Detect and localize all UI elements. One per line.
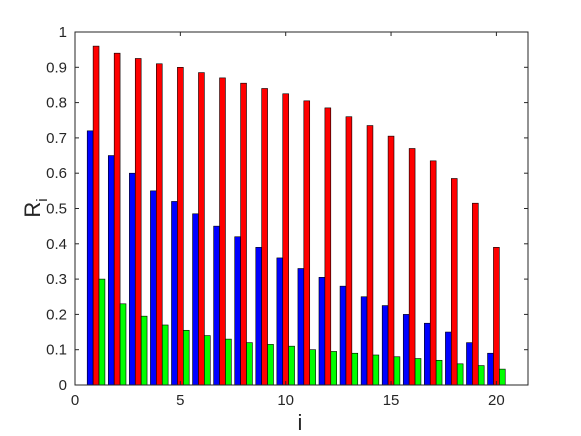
x-tick-label: 15 [383,392,400,409]
bar-s1-8 [234,236,241,386]
bar-s3-8 [246,342,253,386]
bar-s2-14 [366,125,374,386]
y-tick-label: 0.3 [46,271,67,288]
bar-s1-13 [339,285,347,386]
x-axis-label: i [298,410,303,435]
bar-s2-11 [303,100,311,386]
y-tick-label: 0.1 [46,342,67,359]
y-tick-label: 0.2 [46,306,67,323]
bar-s3-9 [267,344,274,386]
bar-s1-2 [107,155,115,386]
bar-s3-20 [499,368,506,386]
bar-s2-20 [493,247,500,386]
bar-s2-1 [92,45,100,386]
y-axis-label: Ri [20,198,51,217]
bar-s1-10 [276,257,284,386]
y-axis-label-main: R [20,202,45,218]
bar-s3-13 [351,352,359,386]
bar-s3-18 [456,363,464,386]
bar-s2-15 [387,135,395,386]
bar-s3-12 [330,351,337,386]
bar-s3-17 [435,359,443,386]
y-tick-label: 0 [59,377,67,394]
x-tick-label: 10 [277,392,294,409]
y-tick-label: 0.4 [46,236,67,253]
bar-s1-20 [487,352,494,386]
bar-s1-19 [466,342,473,386]
bar-s3-15 [393,356,401,386]
bar-s1-6 [192,213,199,386]
bar-s3-3 [140,315,148,386]
y-tick-label: 0.5 [46,201,67,218]
x-tick-label: 0 [71,392,79,409]
bar-s2-5 [177,67,184,386]
x-tick-label: 20 [488,392,505,409]
bar-s2-19 [472,202,479,386]
bar-s1-17 [424,322,431,386]
bar-s1-7 [213,225,220,386]
bar-s1-5 [171,201,178,386]
axes-group [74,31,529,386]
bar-s3-6 [204,335,211,386]
bar-s1-9 [255,247,262,386]
bar-s3-1 [98,278,106,386]
bar-s2-2 [113,52,121,386]
bar-s2-16 [408,148,416,386]
bar-s1-15 [381,305,389,386]
bar-s1-4 [150,190,157,386]
bar-s2-8 [240,82,247,386]
bar-s2-9 [261,88,268,386]
bar-s3-11 [309,349,316,386]
bar-s3-7 [225,338,232,386]
bar-s1-3 [129,172,136,386]
bar-s1-12 [318,277,326,386]
bar-s1-1 [86,130,94,386]
y-tick-label: 0.9 [46,59,67,76]
bar-s1-11 [297,268,305,386]
bar-s3-14 [372,354,380,386]
bar-s2-3 [134,58,142,386]
bar-s3-19 [477,365,485,386]
bar-s2-10 [282,93,289,386]
bar-s3-16 [414,358,422,386]
y-tick-label: 0.8 [46,95,67,112]
x-tick-label: 5 [176,392,184,409]
bar-s2-7 [219,77,226,386]
y-axis-label-sub: i [34,198,51,201]
bars-group [86,45,506,386]
bar-s2-17 [429,160,437,386]
bar-s3-10 [288,345,295,386]
bar-s1-16 [402,314,410,386]
y-tick-label: 0.7 [46,130,67,147]
bar-s3-5 [182,329,190,386]
bar-s3-2 [119,303,127,386]
bar-s1-18 [445,331,452,386]
bar-s1-14 [360,296,368,386]
bar-s2-12 [324,107,332,386]
bar-s2-18 [451,178,458,386]
y-tick-label: 0.6 [46,165,67,182]
tick-labels-group: 0 5 10 15 20 0 0.1 0.2 0.3 0.4 0.5 0.6 0.7 0.8 0.9 1 [46,24,505,409]
bar-s2-4 [156,63,163,386]
y-tick-label: 1 [59,24,67,41]
bar-s2-6 [198,72,205,386]
bar-s3-4 [161,324,169,386]
bar-s2-13 [345,116,353,386]
